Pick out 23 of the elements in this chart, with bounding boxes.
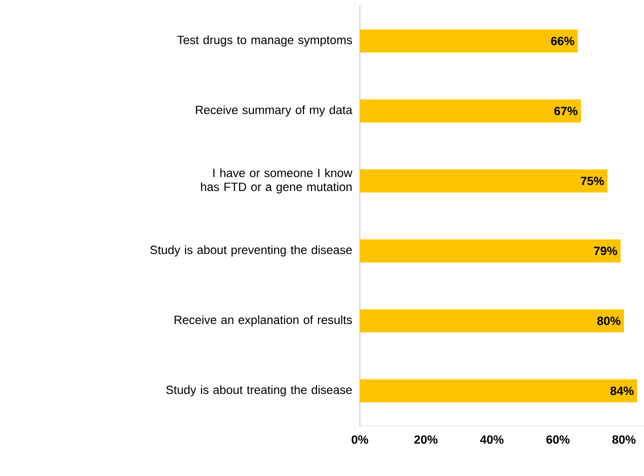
bar <box>360 309 624 333</box>
bar <box>360 30 578 53</box>
bar <box>360 169 608 193</box>
data-label: 79% <box>594 246 618 256</box>
x-tick-label: 60% <box>546 435 570 444</box>
x-tick-label: 80% <box>612 435 636 444</box>
y-tick-label: Receive summary of my data <box>196 105 352 117</box>
data-label: 84% <box>610 386 634 396</box>
bar <box>360 379 638 402</box>
y-tick-label: Study is about preventing the disease <box>150 245 352 257</box>
data-label: 75% <box>580 176 604 186</box>
bar <box>360 239 621 263</box>
data-label: 67% <box>554 106 578 116</box>
bar <box>360 100 582 123</box>
x-tick-label: 40% <box>480 435 504 444</box>
x-tick-label: 0% <box>352 435 368 444</box>
data-label: 80% <box>597 316 620 326</box>
y-tick-label: Study is about treating the disease <box>166 385 352 397</box>
y-tick-label: I have or someone I know has FTD or a gene mutation <box>201 168 352 194</box>
x-tick-label: 20% <box>414 435 438 444</box>
y-tick-label: Test drugs to manage symptoms <box>177 36 352 47</box>
data-label: 66% <box>551 36 574 46</box>
y-tick-label: Receive an explanation of results <box>174 315 352 327</box>
